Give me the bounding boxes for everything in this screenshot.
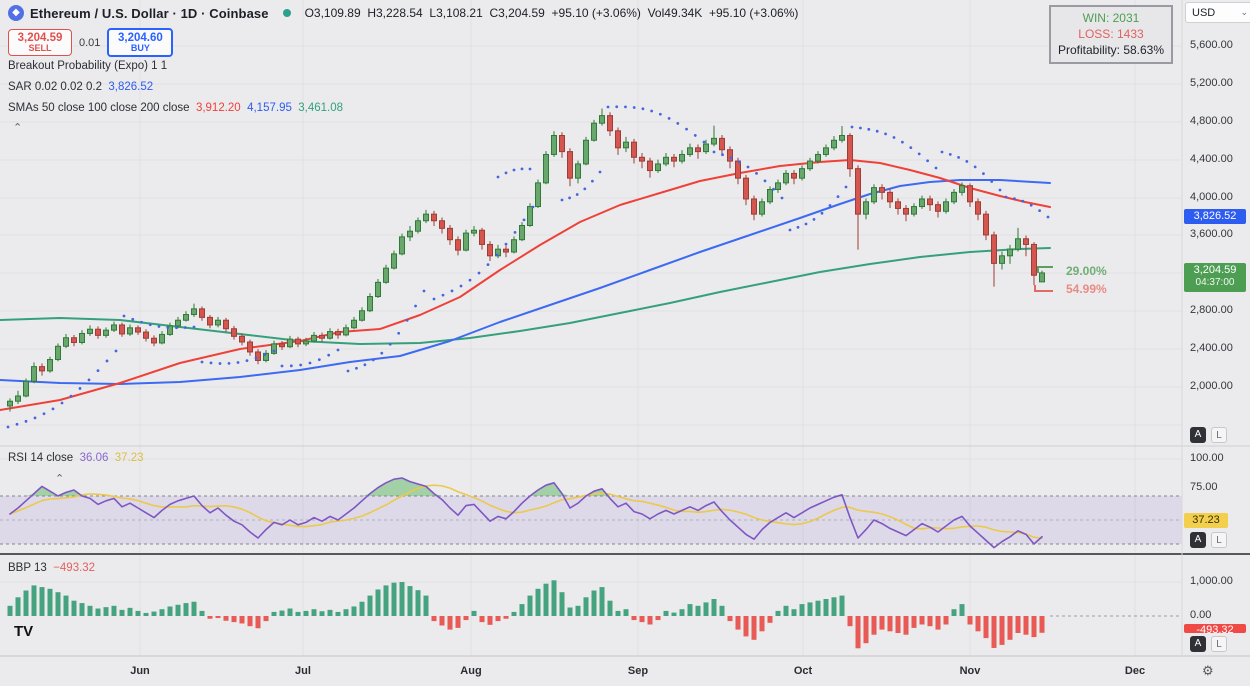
time-axis-label: Aug <box>460 665 482 677</box>
time-axis-label: Nov <box>959 665 981 677</box>
spread-value: 0.01 <box>79 36 101 49</box>
auto-scale-badge[interactable]: A <box>1190 427 1206 443</box>
indicator-rsi[interactable]: RSI 14 close 36.06 37.23 <box>8 452 144 464</box>
rsi-axis-badge: 37.23 <box>1184 513 1228 528</box>
auto-scale-badge[interactable]: A <box>1190 636 1206 652</box>
symbol-title[interactable]: Ethereum / U.S. Dollar · 1D · Coinbase <box>30 5 269 21</box>
price-axis-label: 2,000.00 <box>1190 380 1233 392</box>
time-axis-label: Oct <box>793 665 813 677</box>
market-status-icon[interactable] <box>282 9 291 17</box>
collapse-rsi-icon[interactable]: ⌃ <box>55 473 65 485</box>
bar-countdown: 04:37:00 <box>1195 277 1235 289</box>
log-scale-badge[interactable]: L <box>1211 427 1227 443</box>
price-axis-label: 5,600.00 <box>1190 39 1233 51</box>
price-axis-label: 4,800.00 <box>1190 115 1233 127</box>
indicator-breakout-probability[interactable]: Breakout Probability (Expo) 1 1 <box>8 60 168 72</box>
sar-value: 3,826.52 <box>108 81 154 93</box>
rsi-axis-label: 100.00 <box>1190 452 1224 464</box>
sar-axis-badge: 3,826.52 <box>1184 209 1246 224</box>
probability-down-label: 54.99% <box>1066 282 1107 296</box>
price-axis-label: 3,600.00 <box>1190 228 1233 240</box>
last-price-badge: 3,204.59 04:37:00 <box>1184 263 1246 292</box>
time-axis-label: Dec <box>1124 665 1146 677</box>
price-axis-label: 4,000.00 <box>1190 191 1233 203</box>
sma200-value: 3,461.08 <box>298 102 344 114</box>
rsi-axis-label: 75.00 <box>1190 481 1218 493</box>
log-scale-badge[interactable]: L <box>1211 636 1227 652</box>
collapse-legend-icon[interactable]: ⌃ <box>13 122 23 134</box>
bbp-axis-label: 1,000.00 <box>1190 575 1233 587</box>
sma50-value: 3,912.20 <box>195 102 241 114</box>
bbp-axis-badge: -493.32 <box>1184 624 1246 633</box>
ethereum-icon: ◆ <box>8 5 24 21</box>
bbp-value: −493.32 <box>53 562 96 574</box>
sell-button[interactable]: 3,204.59 SELL <box>8 29 72 56</box>
indicator-sar[interactable]: SAR 0.02 0.02 0.2 3,826.52 <box>8 81 154 93</box>
price-axis-label: 2,400.00 <box>1190 342 1233 354</box>
price-axis-label: 5,200.00 <box>1190 77 1233 89</box>
rsi-value: 36.06 <box>79 452 109 464</box>
win-loss-stats-box: WIN: 2031 LOSS: 1433 Profitability: 58.6… <box>1049 5 1173 64</box>
probability-up-label: 29.00% <box>1066 264 1107 278</box>
ohlc-readout: O3,109.89 H3,228.54 L3,108.21 C3,204.59 … <box>304 6 799 20</box>
currency-dropdown[interactable]: USD ⌄ <box>1185 2 1250 23</box>
time-axis-label: Jun <box>130 665 150 677</box>
chart-header: ◆ Ethereum / U.S. Dollar · 1D · Coinbase… <box>8 4 798 22</box>
indicator-smas[interactable]: SMAs 50 close 100 close 200 close 3,912.… <box>8 102 344 114</box>
win-count: WIN: 2031 <box>1082 11 1140 25</box>
tradingview-logo[interactable]: TV <box>14 623 34 640</box>
time-axis-label: Sep <box>627 665 649 677</box>
loss-count: LOSS: 1433 <box>1078 27 1144 42</box>
time-axis-label: Jul <box>295 665 311 677</box>
chevron-down-icon: ⌄ <box>1240 7 1248 17</box>
price-axis-label: 2,800.00 <box>1190 304 1233 316</box>
timezone-settings-icon[interactable]: ⚙ <box>1202 663 1214 678</box>
bbp-axis-label: 0.00 <box>1190 609 1212 621</box>
buy-button[interactable]: 3,204.60 BUY <box>107 28 174 57</box>
order-panel: 3,204.59 SELL 0.01 3,204.60 BUY <box>8 28 174 57</box>
log-scale-badge[interactable]: L <box>1211 532 1227 548</box>
profitability-value: Profitability: 58.63% <box>1057 43 1165 58</box>
indicator-bbp[interactable]: BBP 13 −493.32 <box>8 562 96 574</box>
auto-scale-badge[interactable]: A <box>1190 532 1206 548</box>
sma100-value: 4,157.95 <box>247 102 292 114</box>
price-axis-label: 4,400.00 <box>1190 153 1233 165</box>
last-price-value: 3,204.59 <box>1193 264 1237 276</box>
rsi-ma-value: 37.23 <box>114 452 144 464</box>
